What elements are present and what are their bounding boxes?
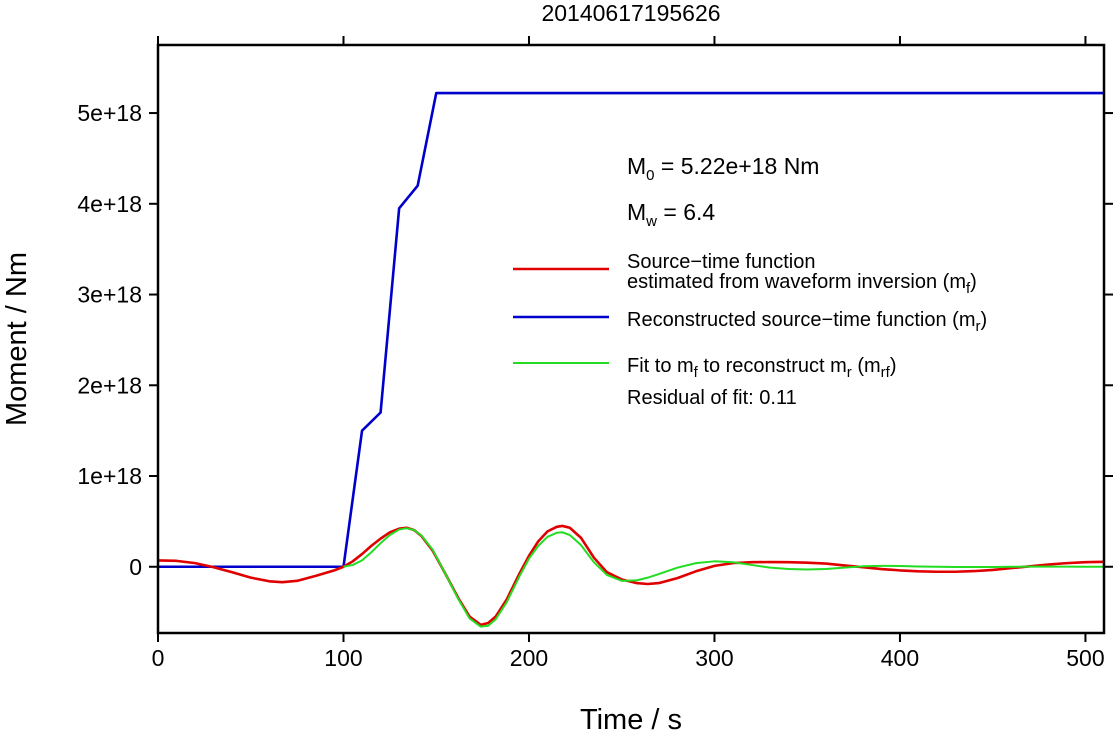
y-tick-label: 4e+18 <box>77 191 142 217</box>
seismic-moment-label: M0 = 5.22e+18 Nm <box>627 153 819 184</box>
plot-frame <box>156 43 1106 635</box>
series-line-reconstructed <box>158 91 1104 569</box>
series-line-estimated <box>157 524 1105 627</box>
y-tick-label: 2e+18 <box>77 372 142 398</box>
series-line-fit <box>343 527 1104 628</box>
y-tick-label: 1e+18 <box>77 463 142 489</box>
legend: Source−time function estimated from wave… <box>513 251 987 381</box>
annotations: M0 = 5.22e+18 Nm Mw = 6.4 Residual of fi… <box>627 153 819 409</box>
legend-label-estimated-line1: Source−time function <box>627 251 815 273</box>
legend-label-fit: Fit to mf to reconstruct mr (mrf) <box>627 355 897 381</box>
x-axis-title: Time / s <box>580 704 682 734</box>
y-axis-title: Moment / Nm <box>1 252 33 426</box>
y-tick-label: 0 <box>129 554 142 580</box>
chart-title: 20140617195626 <box>541 0 720 26</box>
axis-ticks: 0 100 200 300 400 500 0 1e+18 2e+18 3e+18 4e+18 5e+… <box>77 36 1113 671</box>
legend-label-estimated-line2: estimated from waveform inversion (mf) <box>627 271 977 297</box>
x-tick-label: 400 <box>881 645 919 671</box>
x-tick-label: 300 <box>695 645 733 671</box>
moment-magnitude-label: Mw = 6.4 <box>627 199 715 230</box>
y-tick-label: 3e+18 <box>77 282 142 308</box>
legend-label-reconstructed: Reconstructed source−time function (mr) <box>627 309 987 335</box>
plot-area <box>156 43 1106 635</box>
x-tick-label: 0 <box>152 645 165 671</box>
y-tick-label: 5e+18 <box>77 100 142 126</box>
x-tick-label: 500 <box>1066 645 1104 671</box>
x-tick-label: 100 <box>324 645 362 671</box>
x-tick-label: 200 <box>510 645 548 671</box>
residual-label: Residual of fit: 0.11 <box>627 387 797 409</box>
